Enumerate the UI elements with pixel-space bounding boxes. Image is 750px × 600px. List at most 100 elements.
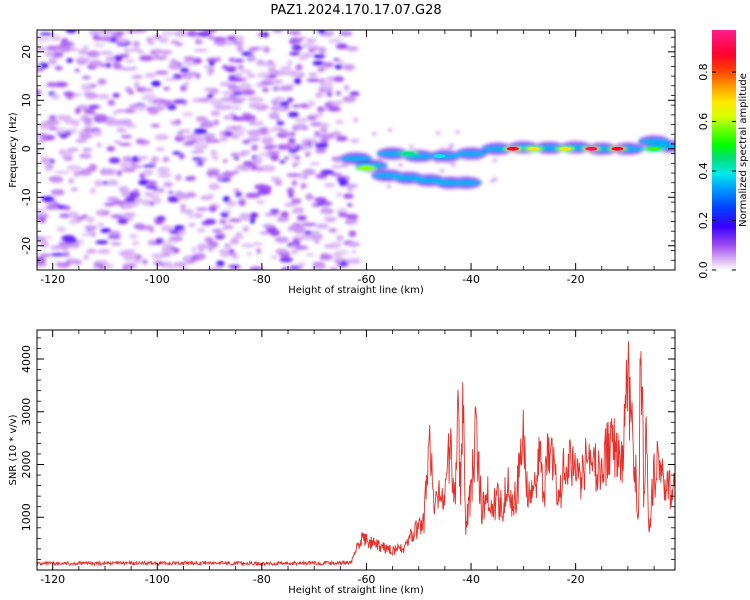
heatmap-noise-cell	[110, 241, 122, 247]
heatmap-noise-cell	[288, 131, 296, 137]
heatmap-noise-cell	[191, 157, 203, 161]
heatmap-noise-cell	[298, 234, 314, 240]
heatmap-noise-cell	[75, 216, 85, 221]
heatmap-speck	[492, 177, 498, 182]
heatmap-noise-cell	[70, 187, 79, 191]
heatmap-noise-cell	[310, 230, 320, 237]
heatmap-noise-cell	[320, 138, 329, 144]
x-tick-label: -20	[567, 573, 585, 586]
heatmap-noise-cell	[280, 65, 292, 71]
y-tick-label: 4000	[20, 345, 33, 373]
heatmap-noise-cell	[182, 267, 189, 270]
heatmap-noise-cell	[37, 208, 46, 213]
heatmap-noise-cell	[133, 189, 140, 195]
heatmap-noise-cell	[62, 251, 70, 258]
heatmap-noise-cell	[254, 184, 269, 190]
spectrogram-y-ticks: -20 -10 0 10 20	[20, 36, 675, 271]
x-tick-label: -80	[253, 573, 271, 586]
heatmap-noise-cell	[99, 264, 105, 270]
colorbar-gradient	[712, 30, 736, 270]
heatmap-noise-cell	[208, 139, 221, 143]
heatmap-noise-cell	[105, 120, 115, 126]
heatmap-noise-cell	[134, 81, 140, 89]
heatmap-noise-cell	[336, 234, 344, 242]
heatmap-noise-cell	[344, 183, 359, 188]
heatmap-noise-cell	[288, 72, 302, 77]
heatmap-noise-cell	[115, 109, 127, 113]
heatmap-noise-cell	[318, 48, 327, 55]
heatmap-noise-cell	[262, 62, 276, 67]
y-tick-label: 0	[20, 145, 33, 152]
heatmap-noise-cell	[348, 230, 357, 237]
heatmap-noise-cell	[150, 253, 165, 260]
heatmap-noise-cell	[275, 116, 281, 122]
heatmap-noise-cell	[280, 249, 289, 255]
heatmap-noise-cell	[343, 193, 354, 199]
heatmap-noise-cell	[221, 96, 234, 103]
heatmap-noise-cell	[195, 207, 209, 211]
heatmap-noise-cell	[272, 30, 283, 34]
heatmap-noise-cell	[291, 44, 303, 51]
heatmap-noise-cell	[207, 67, 215, 74]
heatmap-noise-cell	[41, 195, 55, 203]
heatmap-noise-cell	[249, 119, 255, 126]
heatmap-noise-cell	[153, 34, 162, 40]
heatmap-noise-cell	[306, 38, 317, 43]
heatmap-noise-cell	[167, 104, 177, 111]
heatmap-peak-core	[585, 146, 598, 151]
snr-panel: -120 -100 -80 -60 -40 -20 1000 2000 3000 4000 He…	[8, 329, 676, 596]
heatmap-noise-cell	[223, 243, 232, 249]
heatmap-noise-cell	[256, 247, 262, 255]
heatmap-noise-cell	[314, 131, 321, 136]
heatmap-noise-cell	[224, 131, 233, 137]
heatmap-noise-cell	[343, 84, 350, 91]
heatmap-noise-cell	[322, 61, 334, 68]
colorbar-tick-label: 0.6	[697, 113, 710, 130]
heatmap-noise-cell	[270, 87, 281, 91]
heatmap-noise-cell	[219, 218, 227, 225]
heatmap-noise-cell	[215, 174, 225, 180]
heatmap-noise-cell	[219, 136, 229, 142]
heatmap-noise-cell	[267, 74, 277, 79]
heatmap-noise-cell	[260, 165, 276, 173]
heatmap-noise-cell	[118, 142, 132, 146]
heatmap-noise-cell	[82, 147, 93, 152]
heatmap-noise-cell	[44, 205, 59, 210]
heatmap-noise-cell	[295, 63, 303, 71]
heatmap-noise-cell	[227, 77, 243, 82]
heatmap-noise-cell	[315, 223, 329, 230]
heatmap-noise-cell	[269, 229, 281, 237]
heatmap-speck	[387, 128, 393, 132]
heatmap-noise-cell	[319, 126, 328, 133]
heatmap-noise-cell	[238, 198, 247, 203]
heatmap-noise-cell	[183, 81, 190, 86]
heatmap-noise-cell	[211, 154, 220, 161]
heatmap-noise-cell	[184, 140, 195, 145]
heatmap-noise-cell	[260, 80, 275, 86]
heatmap-noise-cell	[116, 128, 127, 133]
heatmap-noise-cell	[98, 62, 107, 68]
x-tick-label: -40	[462, 273, 480, 286]
heatmap-noise-cell	[346, 187, 354, 192]
heatmap-noise-cell	[300, 182, 306, 190]
heatmap-noise-cell	[89, 30, 102, 36]
colorbar: 0.0 0.2 0.4 0.6 0.8 Normalized spectral ampl…	[697, 30, 749, 279]
heatmap-noise-cell	[125, 67, 137, 71]
heatmap-noise-cell	[76, 60, 87, 66]
heatmap-noise-cell	[323, 216, 337, 221]
heatmap-noise-cell	[239, 150, 246, 158]
spectrogram-x-label: Height of straight line (km)	[288, 285, 424, 296]
heatmap-noise-cell	[193, 212, 204, 219]
heatmap-noise-cell	[203, 133, 216, 140]
heatmap-noise-cell	[65, 30, 77, 34]
heatmap-noise-cell	[262, 31, 269, 38]
heatmap-noise-cell	[161, 261, 173, 266]
heatmap-noise-cell	[38, 213, 49, 219]
heatmap-noise-cell	[173, 261, 187, 268]
heatmap-noise-cell	[202, 120, 213, 127]
heatmap-noise-cell	[293, 77, 302, 85]
heatmap-noise-cell	[223, 196, 231, 203]
heatmap-noise-cell	[39, 132, 47, 140]
heatmap-noise-cell	[246, 137, 261, 142]
